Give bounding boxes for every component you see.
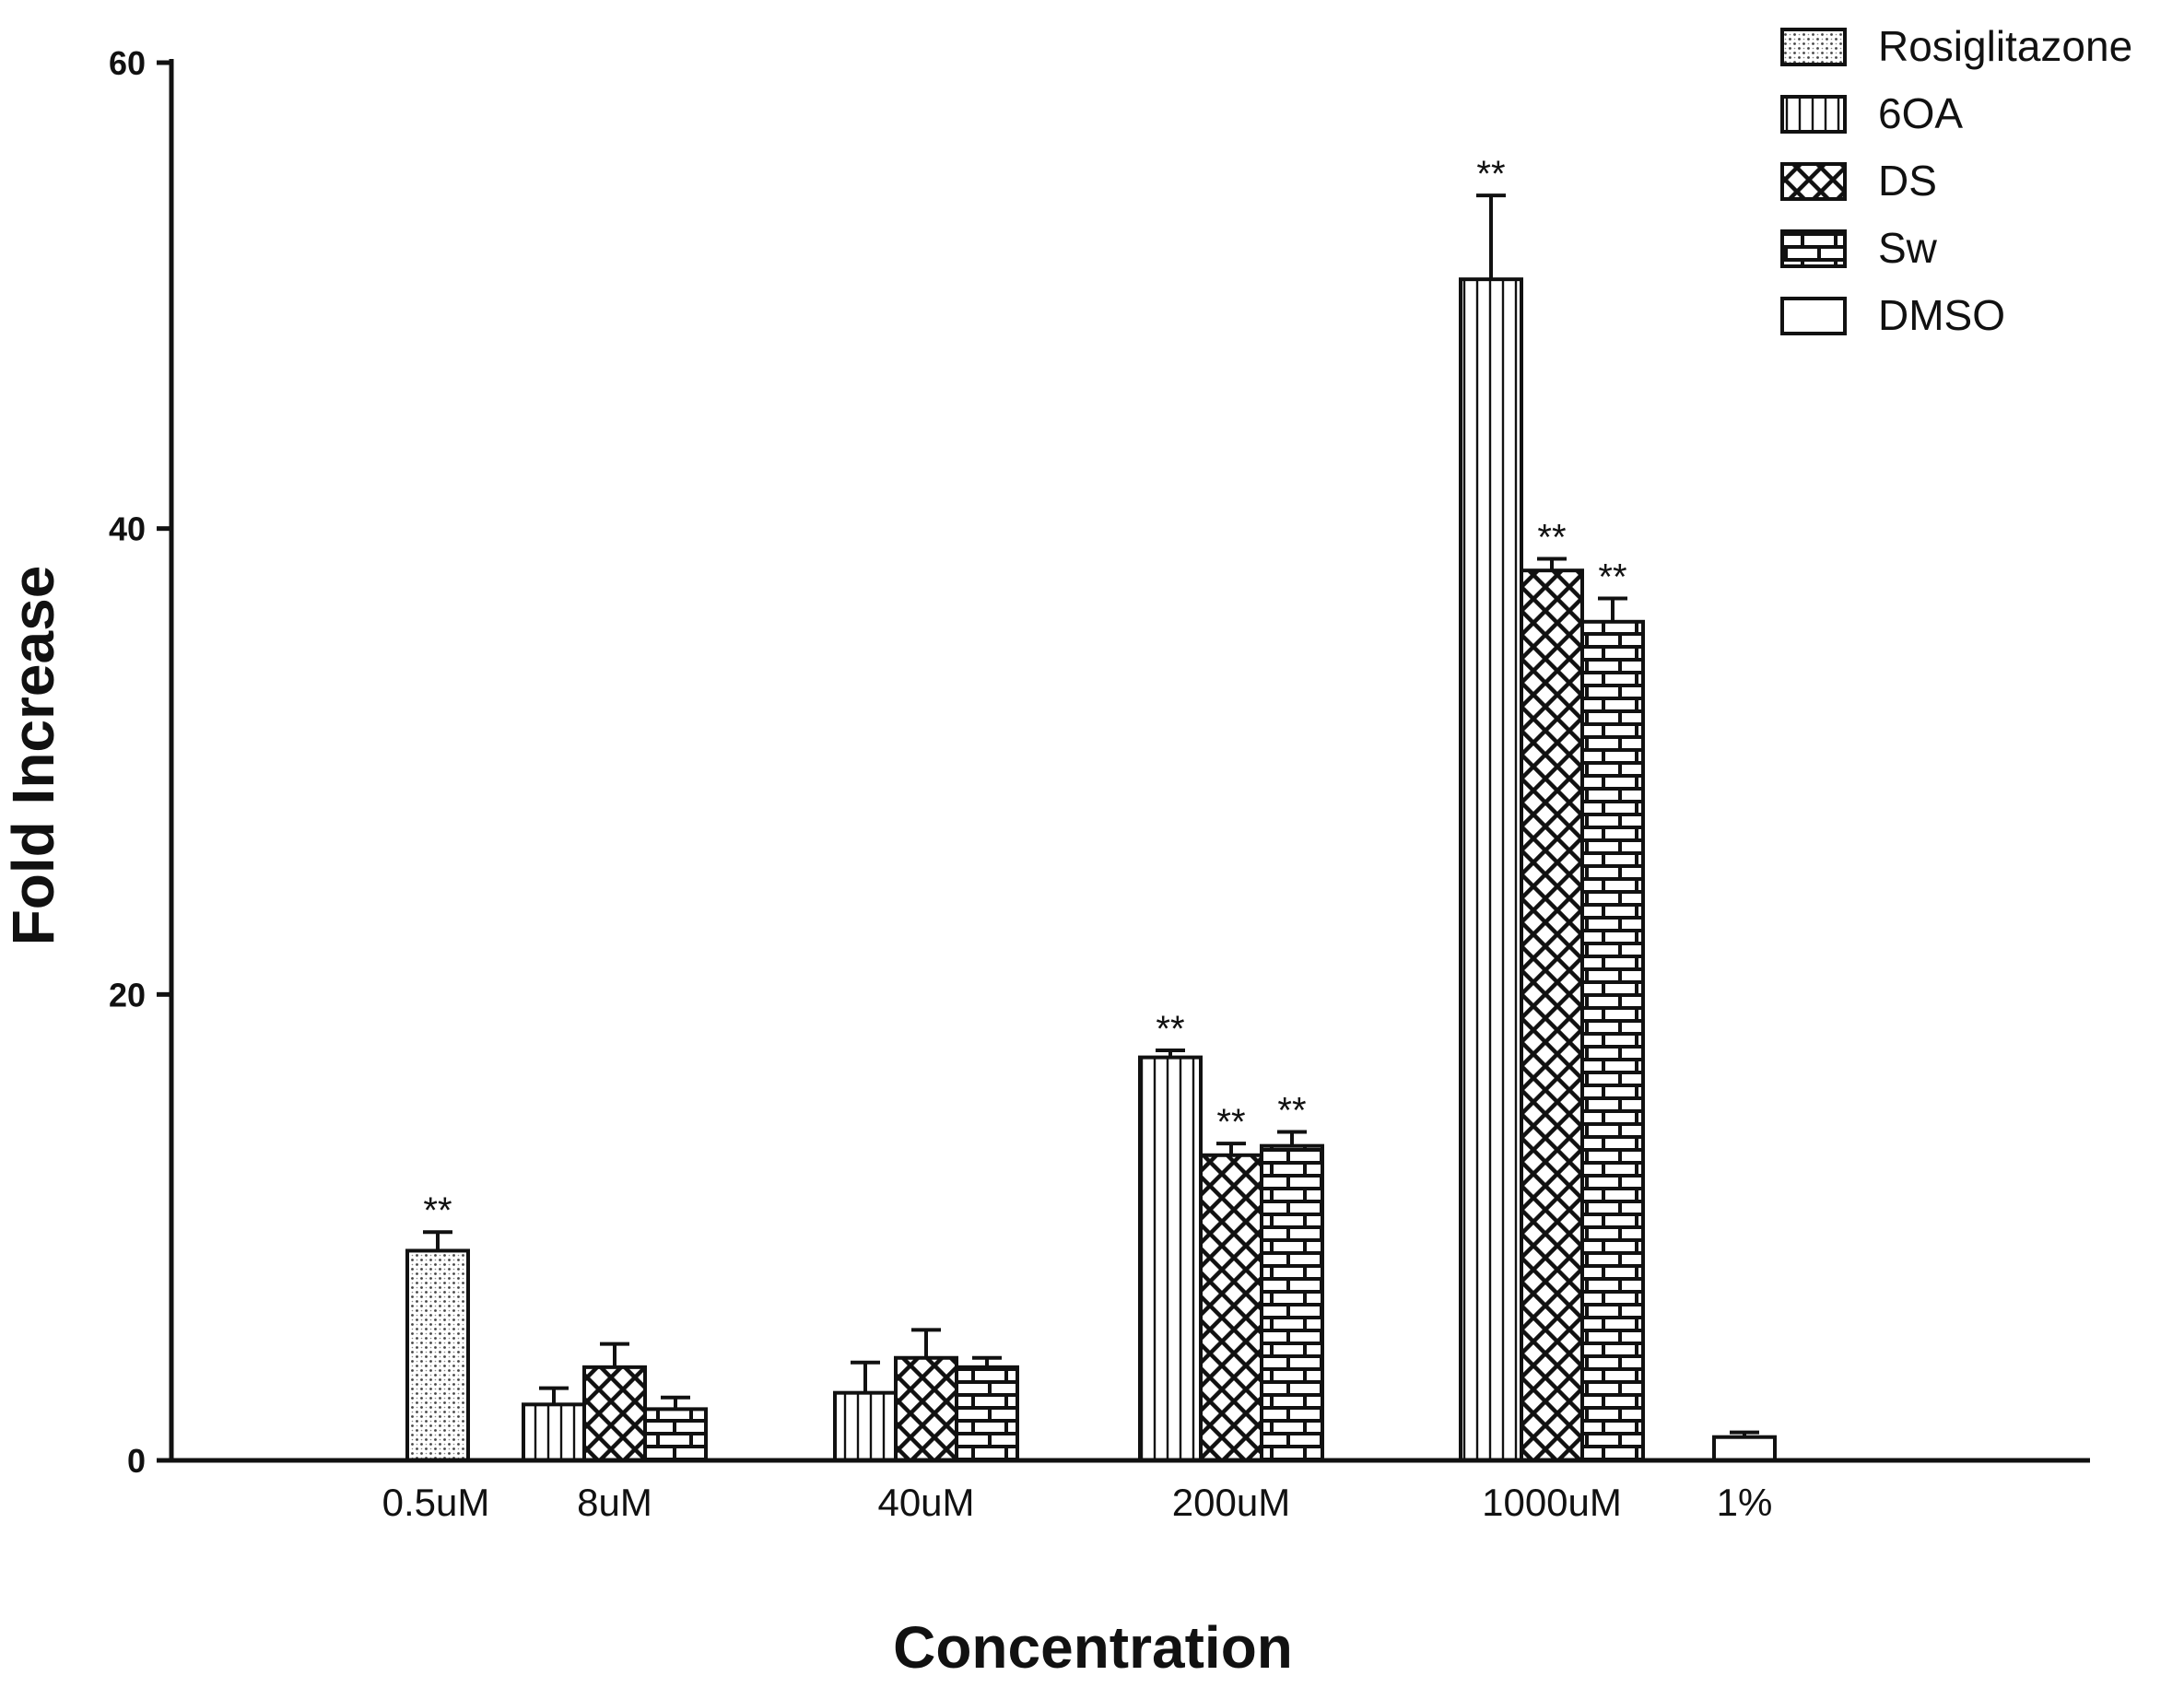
x-tick-label: 0.5uM [382,1481,490,1524]
bar-sw-200uM [1260,1143,1324,1463]
bar-rosiglitazone-0_5uM [405,1248,470,1462]
x-tick-label: 1000uM [1482,1481,1622,1524]
bars-layer [405,277,1777,1463]
x-tick-label: 200uM [1172,1481,1290,1524]
legend-swatch-dmso [1780,297,1847,335]
legend-label-ds: DS [1878,157,1937,205]
significance-marker: ** [1277,1091,1306,1131]
error-bars-layer [423,193,1759,1437]
y-axis-title: Fold Increase [0,566,66,946]
bar-6oa-200uM [1138,1055,1203,1463]
bar-sw-8uM [643,1407,708,1463]
x-tick-labels: 0.5uM 8uM 40uM 200uM 1000uM 1% [382,1481,1773,1524]
bar-ds-200uM [1199,1153,1263,1462]
legend-label-sw: Sw [1878,224,1938,272]
bar-6oa-1000uM [1459,277,1523,1462]
significance-marker: ** [1598,557,1626,598]
bar-6oa-40uM [833,1390,898,1463]
bar-dmso-1pct [1712,1435,1777,1463]
axes [169,59,2090,1463]
significance-layer: ** ** ** ** ** ** ** [423,154,1626,1231]
legend-swatch-sw [1780,229,1847,268]
bar-sw-1000uM [1580,619,1645,1462]
x-axis-title: Concentration [893,1614,1293,1681]
x-tick-label: 40uM [877,1481,974,1524]
y-tick-label: 0 [127,1442,146,1480]
x-tick-label: 8uM [577,1481,652,1524]
significance-marker: ** [1216,1102,1245,1142]
significance-marker: ** [1156,1009,1184,1049]
significance-marker: ** [1537,518,1566,558]
x-tick-label: 1% [1717,1481,1773,1524]
significance-marker: ** [1476,154,1505,194]
legend-swatch-ds [1780,162,1847,201]
bar-ds-1000uM [1520,568,1584,1462]
legend-label-dmso: DMSO [1878,291,2005,339]
bar-ds-40uM [894,1355,958,1462]
bar-ds-8uM [582,1365,647,1463]
legend-swatch-6oa [1780,95,1847,134]
y-tick-label: 60 [109,44,146,82]
y-tick-label: 20 [109,976,146,1014]
legend: Rosiglitazone 6OA DS Sw DMSO [1780,22,2132,339]
y-ticks: 0 20 40 60 [109,44,171,1480]
significance-marker: ** [423,1190,452,1231]
legend-label-6oa: 6OA [1878,89,1963,137]
bar-sw-40uM [955,1365,1019,1463]
bar-6oa-8uM [522,1402,586,1462]
legend-label-rosiglitazone: Rosiglitazone [1878,22,2132,70]
legend-swatch-rosiglitazone [1780,28,1847,66]
y-tick-label: 40 [109,510,146,548]
